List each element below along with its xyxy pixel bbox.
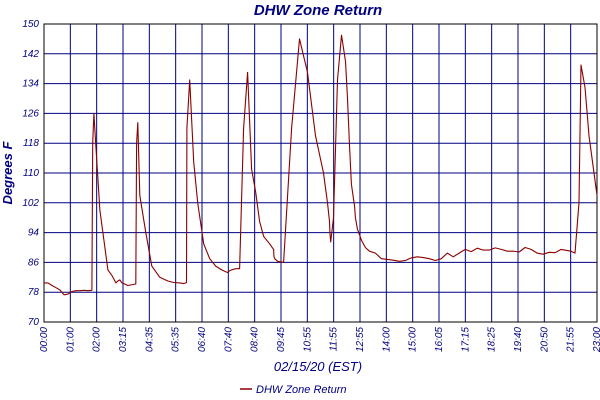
- x-tick-label: 17:15: [460, 327, 471, 352]
- x-tick-label: 09:45: [276, 327, 287, 352]
- y-tick-label: 94: [28, 228, 40, 239]
- x-tick-label: 04:35: [144, 327, 155, 352]
- legend: DHW Zone Return: [240, 384, 346, 396]
- y-tick-label: 110: [23, 168, 39, 179]
- x-tick-label: 12:55: [355, 327, 366, 352]
- y-tick-label: 102: [22, 198, 39, 209]
- y-tick-label: 78: [28, 287, 40, 298]
- grid: [44, 24, 597, 322]
- y-tick-label: 70: [28, 317, 40, 328]
- y-tick-label: 118: [23, 138, 39, 149]
- x-tick-label: 01:00: [65, 327, 76, 352]
- x-tick-label: 05:35: [171, 327, 182, 352]
- x-tick-label: 08:40: [250, 327, 261, 352]
- x-tick-label: 00:00: [39, 327, 50, 352]
- x-tick-label: 10:55: [302, 327, 313, 352]
- x-tick-label: 15:00: [408, 327, 419, 352]
- legend-label: DHW Zone Return: [256, 384, 346, 396]
- x-tick-label: 16:05: [434, 327, 445, 352]
- x-axis-title: 02/15/20 (EST): [274, 359, 362, 374]
- x-tick-label: 03:15: [118, 327, 129, 352]
- x-tick-label: 21:55: [566, 327, 577, 353]
- plot-area: [43, 23, 598, 323]
- x-tick-label: 07:40: [223, 327, 234, 352]
- series-line: [44, 34, 598, 296]
- series-layer: [44, 34, 598, 296]
- x-tick-label: 02:00: [92, 327, 103, 352]
- y-tick-label: 86: [28, 257, 40, 268]
- y-tick-label: 150: [22, 19, 39, 30]
- y-tick-label: 142: [22, 49, 39, 60]
- x-axis: 00:00 01:00 02:00 03:15 04:35 05:35 06:40 07:40…: [39, 327, 600, 353]
- x-tick-label: 11:55: [329, 327, 340, 352]
- x-tick-label: 14:00: [381, 327, 392, 352]
- x-tick-label: 18:25: [487, 327, 498, 352]
- y-tick-label: 126: [22, 108, 39, 119]
- x-tick-label: 06:40: [197, 327, 208, 352]
- x-tick-label: 20:50: [539, 327, 550, 353]
- y-axis-title: Degrees F: [0, 141, 15, 205]
- y-axis: 70 78 86 94 102 110 118 126 134 142 150: [22, 19, 39, 328]
- y-tick-label: 134: [22, 79, 39, 90]
- x-tick-label: 23:00: [592, 327, 600, 353]
- chart-title: DHW Zone Return: [254, 2, 382, 19]
- x-tick-label: 19:40: [513, 327, 524, 352]
